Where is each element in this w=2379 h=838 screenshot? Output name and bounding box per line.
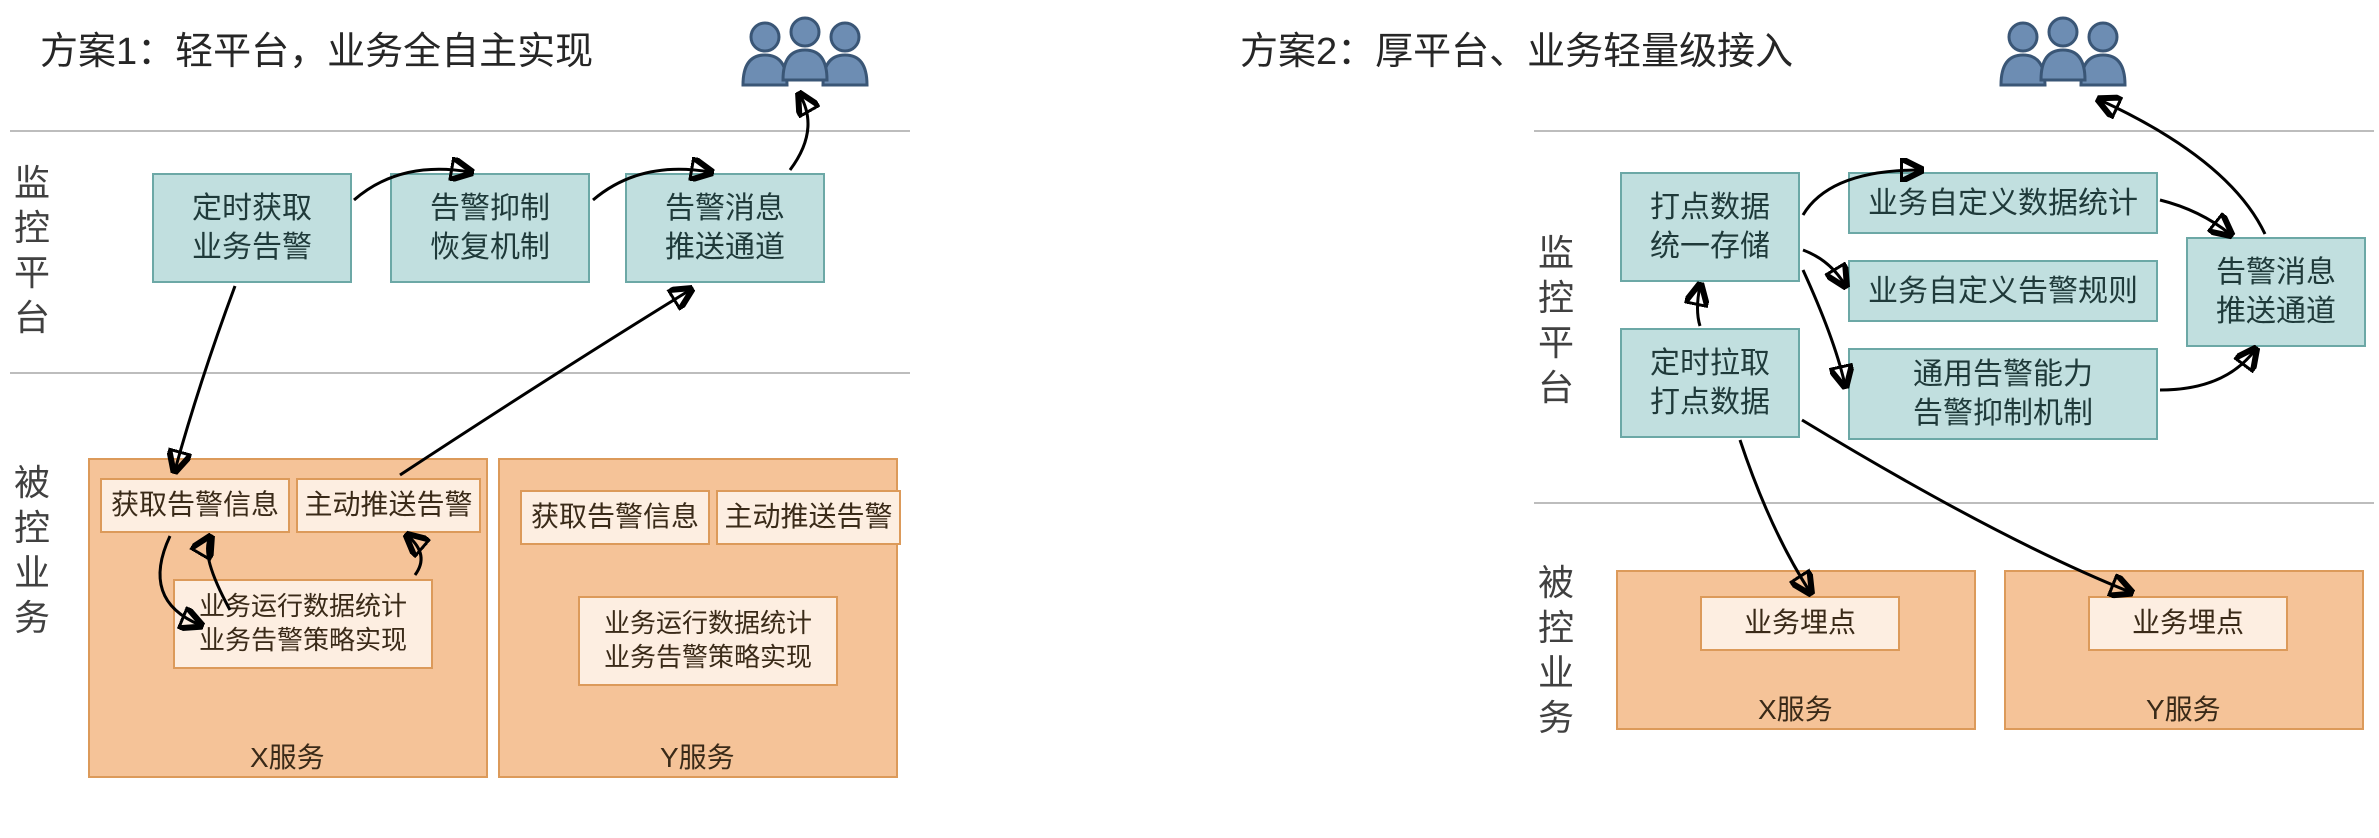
plan2-arrows — [0, 0, 2379, 838]
diagram: 方案1：轻平台，业务全自主实现 监控平台 定时获取业务告警 告警抑制恢复机制 告… — [0, 0, 2379, 838]
